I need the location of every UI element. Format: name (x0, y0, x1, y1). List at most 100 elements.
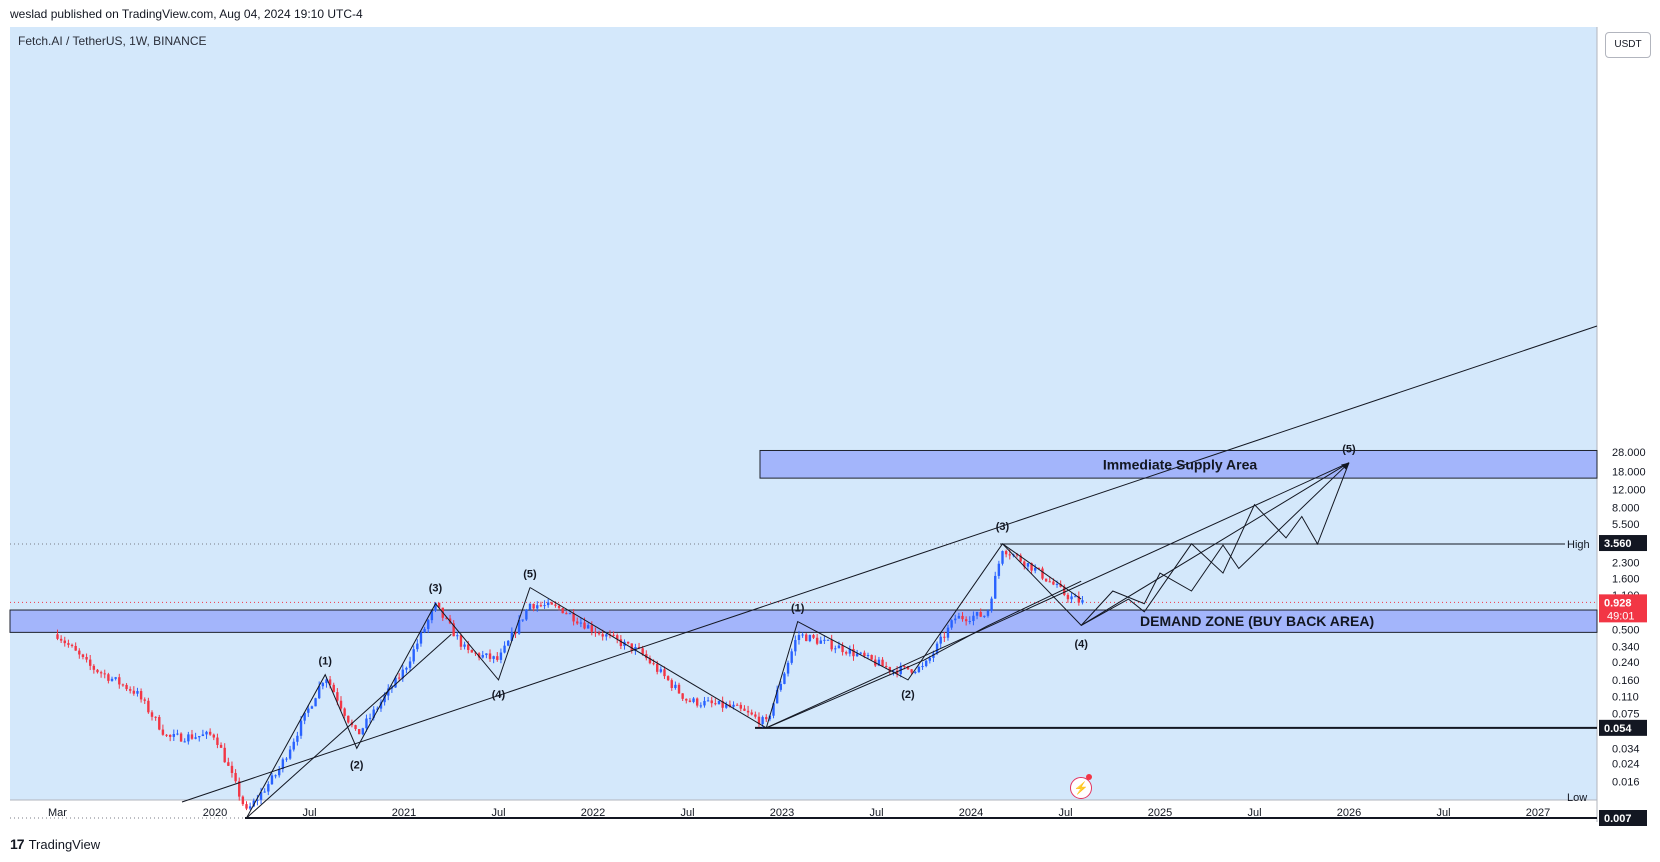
candle-body (125, 684, 128, 690)
x-tick-12: Jul (1247, 807, 1261, 819)
candle-body (238, 781, 241, 797)
candle-body (248, 806, 252, 809)
candle-body (863, 652, 866, 657)
candle-body (274, 775, 277, 777)
demand-zone-label: DEMAND ZONE (BUY BACK AREA) (1140, 613, 1374, 629)
supply-zone-label: Immediate Supply Area (1103, 456, 1258, 472)
candle-body (928, 657, 932, 661)
wave-path-7 (1080, 462, 1350, 626)
arrow-head (1341, 462, 1349, 470)
candle-body (463, 644, 466, 647)
candle-body (757, 716, 761, 725)
candle-body (743, 708, 746, 711)
candle-body (848, 648, 852, 654)
candle-body (943, 636, 946, 638)
supply-zone (759, 449, 1598, 479)
candle-body (419, 632, 423, 644)
tradingview-logo[interactable]: 17 TradingView (10, 836, 100, 852)
price-badge-1 (1599, 594, 1647, 623)
x-tick-5: 2022 (581, 807, 605, 819)
candle-body (641, 648, 644, 655)
publish-info: weslad published on TradingView.com, Aug… (10, 7, 363, 21)
candle-body (74, 645, 77, 651)
candle-body (412, 649, 415, 662)
candle-body (168, 734, 172, 737)
currency-selector[interactable]: USDT (1605, 32, 1651, 58)
candle-body (946, 627, 950, 638)
wave-label-3: (3) (429, 583, 443, 595)
trendline-long (181, 325, 1598, 803)
candle-body (1070, 596, 1073, 600)
candle-body (110, 678, 114, 681)
candle-body (481, 655, 484, 658)
y-tick-17: 0.016 (1612, 777, 1640, 789)
candle-body (1055, 583, 1059, 585)
candle-body (99, 672, 103, 674)
candle-body (208, 731, 212, 735)
candle-body (699, 705, 703, 707)
flash-icon[interactable]: ⚡ (1070, 777, 1092, 799)
candle-body (783, 673, 786, 684)
candle-body (1030, 563, 1033, 571)
candle-body (830, 639, 833, 650)
candle-body (808, 635, 812, 642)
candle-body (70, 644, 74, 646)
candle-body (241, 796, 245, 805)
x-tick-10: Jul (1058, 807, 1072, 819)
candle-body (310, 706, 314, 709)
candle-body (1015, 554, 1019, 556)
candle-body (278, 768, 281, 776)
candle-body (746, 710, 750, 713)
candle-body (834, 648, 837, 650)
candle-body (343, 708, 346, 716)
wave-label-1: (1) (319, 656, 333, 668)
candle-body (379, 702, 383, 709)
y-tick-6: 2.300 (1612, 557, 1640, 569)
candle-body (917, 666, 921, 672)
y-tick-14: 0.075 (1612, 708, 1640, 720)
candle-body (303, 712, 306, 721)
candle-body (165, 734, 168, 736)
candle-body (223, 747, 226, 763)
candle-body (1052, 581, 1055, 585)
candle-body (674, 684, 677, 688)
candle-body (499, 652, 503, 660)
candle-body (772, 703, 775, 716)
candle-body (666, 676, 670, 681)
candle-body (859, 652, 862, 654)
candle-body (161, 729, 165, 735)
candle-body (172, 734, 176, 737)
candle-body (837, 645, 841, 649)
candle-body (263, 791, 266, 793)
y-tick-11: 0.240 (1612, 657, 1640, 669)
candle-body (779, 683, 782, 690)
candle-body (975, 611, 979, 616)
candle-body (176, 733, 179, 735)
candle-body (692, 698, 695, 702)
candle-body (957, 615, 961, 619)
candle-body (866, 655, 870, 657)
x-tick-13: 2026 (1337, 807, 1361, 819)
candle-body (554, 604, 557, 606)
candle-body (597, 633, 601, 635)
wave-path-3 (765, 462, 1350, 729)
wave-path-5 (766, 580, 1082, 729)
candle-body (950, 620, 953, 628)
candle-body (906, 666, 910, 670)
wave-label-9: (4) (1075, 638, 1089, 650)
candle-body (805, 634, 808, 642)
candle-body (245, 804, 248, 809)
candle-body (128, 689, 132, 691)
candle-body (256, 799, 259, 801)
candle-body (317, 686, 321, 699)
candle-body (1081, 600, 1084, 603)
candle-body (579, 622, 583, 624)
candle-body (85, 656, 88, 660)
y-tick-9: 0.500 (1612, 625, 1640, 637)
candle-body (983, 615, 986, 617)
candle-body (826, 639, 830, 641)
y-tick-16: 0.024 (1612, 759, 1640, 771)
candle-body (81, 654, 85, 657)
candle-body (855, 653, 859, 657)
